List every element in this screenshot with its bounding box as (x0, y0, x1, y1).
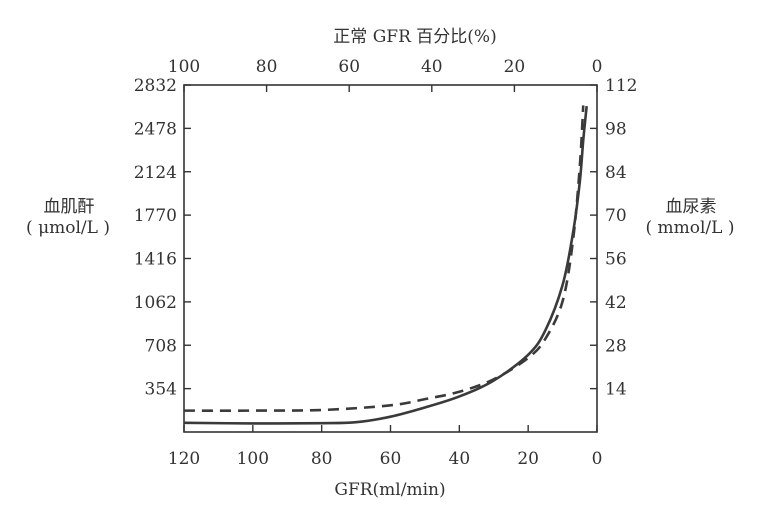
left-tick-label: 708 (145, 336, 177, 356)
right-tick-label: 14 (605, 380, 627, 400)
x-tick-label: 40 (449, 449, 471, 469)
right-tick-label: 84 (605, 163, 627, 183)
right-tick-label: 98 (605, 119, 627, 139)
right-tick-label: 42 (605, 293, 627, 313)
x-tick-label: 20 (517, 449, 539, 469)
left-tick-label: 1062 (134, 293, 177, 313)
right-tick-label: 56 (605, 250, 627, 270)
right-tick-label: 70 (605, 206, 627, 226)
left-tick-label: 354 (145, 380, 177, 400)
creatinine-series-line (183, 105, 588, 425)
right-axis-label-name: 血尿素 (665, 197, 717, 217)
plot-frame (183, 84, 598, 433)
x-tick-label: 100 (237, 449, 269, 469)
x-axis-label: GFR(ml/min) (334, 480, 446, 500)
top-tick-label: 100 (168, 57, 200, 77)
left-axis-label-name: 血肌酐 (43, 197, 95, 217)
top-tick-label: 0 (592, 57, 603, 77)
x-tick-label: 60 (380, 449, 402, 469)
left-tick-label: 1770 (134, 206, 177, 226)
right-axis-label-unit: ( mmol/L ) (645, 218, 735, 238)
top-tick-label: 60 (338, 57, 360, 77)
right-tick-label: 112 (605, 76, 637, 96)
top-tick-label: 80 (256, 57, 278, 77)
right-tick-label: 28 (605, 336, 627, 356)
left-tick-label: 2124 (134, 163, 177, 183)
left-tick-label: 2478 (134, 119, 177, 139)
left-axis-label-unit: ( μmol/L ) (26, 218, 110, 238)
x-tick-label: 80 (311, 449, 333, 469)
x-tick-label: 120 (168, 449, 200, 469)
top-tick-label: 40 (421, 57, 443, 77)
left-tick-label: 2832 (134, 76, 177, 96)
top-axis-title: 正常 GFR 百分比(%) (333, 27, 497, 47)
urea-series-line (183, 105, 585, 412)
left-tick-label: 1416 (134, 250, 177, 270)
top-tick-label: 20 (504, 57, 526, 77)
x-tick-label: 0 (592, 449, 603, 469)
